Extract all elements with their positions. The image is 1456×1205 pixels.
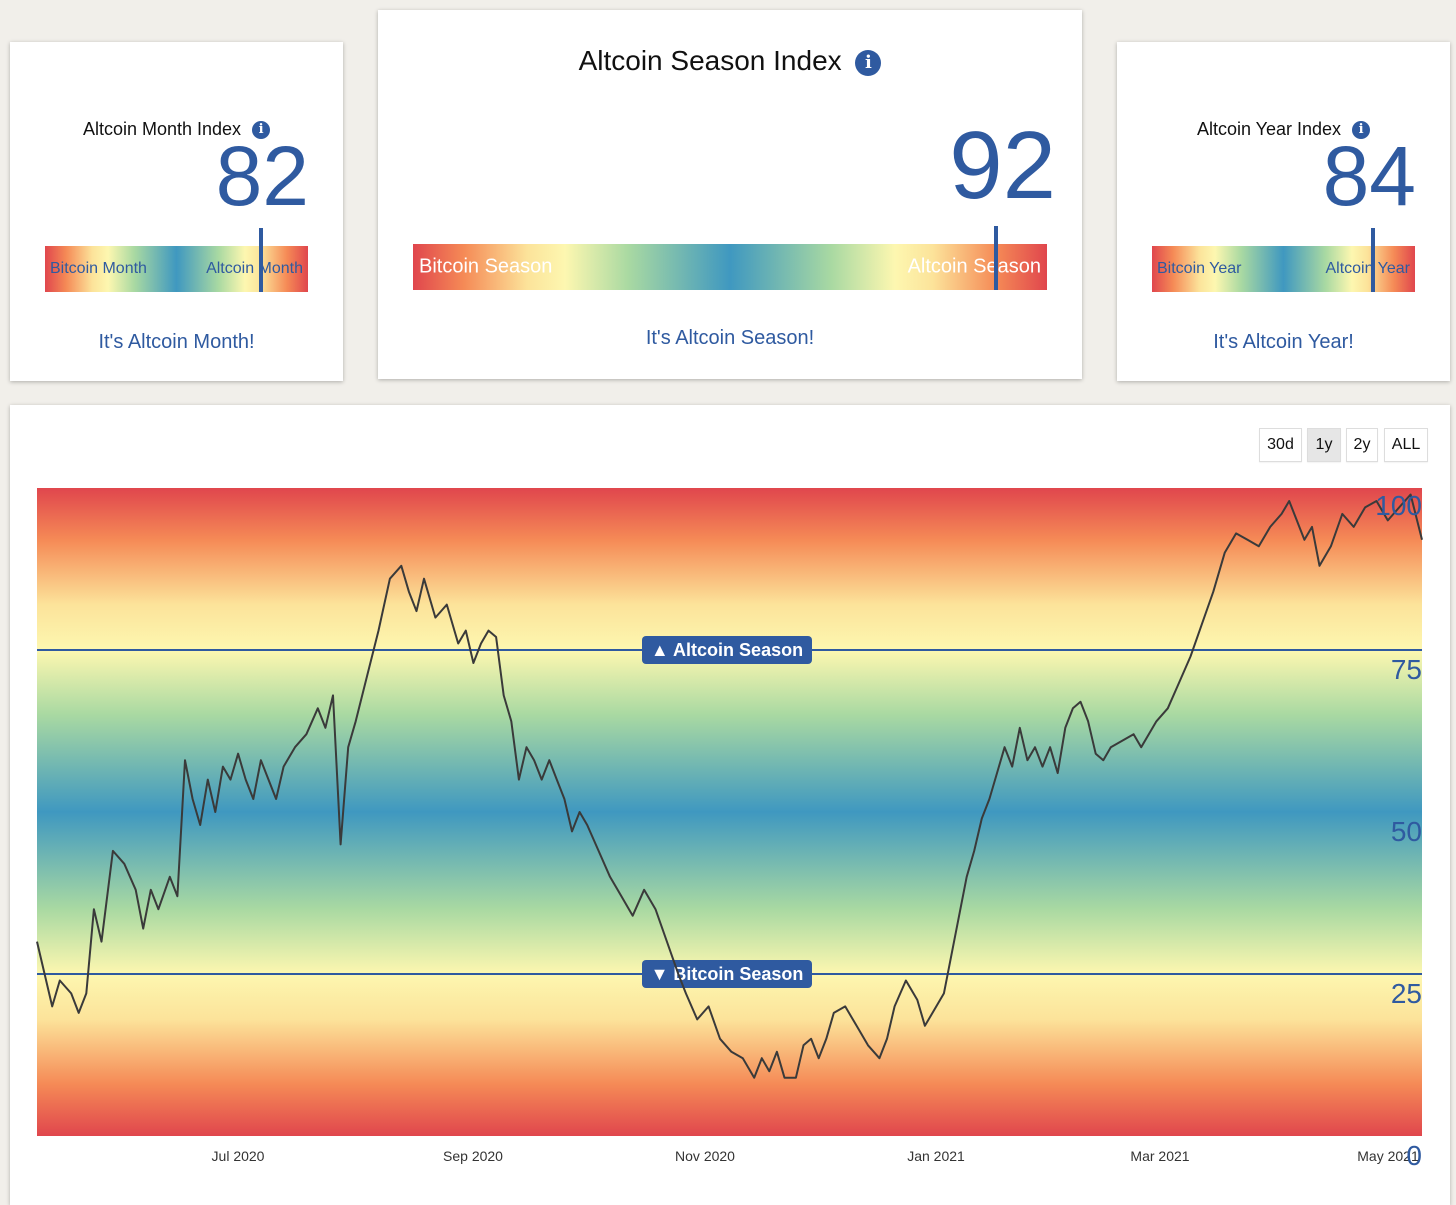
threshold-label-box [642,960,812,988]
x-tick-label: May 2021 [1357,1148,1419,1164]
y-tick-label: 25 [1390,978,1422,1009]
season-bar-right-label: Altcoin Season [907,255,1041,278]
year-marker [1370,228,1375,292]
month-bar-right-label: Altcoin Month [206,260,303,277]
y-tick-label: 0 [1406,1140,1422,1171]
month-gradient-bar: Bitcoin Month Altcoin Month [45,228,308,292]
range-30d-button[interactable]: 30d [1259,428,1302,462]
month-card-title: Altcoin Month Index [82,119,242,139]
altcoin-year-card: Altcoin Year Index i 84 Bitcoin Year Alt… [1117,42,1450,381]
y-tick-label: 50 [1390,816,1422,847]
season-index-value: 92 [949,112,1056,219]
altcoin-month-card: Altcoin Month Index i 82 Bitcoin Month A… [10,42,343,381]
range-1y-button[interactable]: 1y [1307,428,1341,462]
info-icon[interactable]: i [855,50,882,76]
threshold-label-box [642,636,812,664]
info-icon[interactable]: i [252,121,271,139]
x-tick-label: Jul 2020 [211,1148,265,1164]
season-card-title-row: Altcoin Season Index i [378,45,1082,77]
altcoin-season-card: Altcoin Season Index i 92 Bitcoin Season… [378,10,1082,379]
year-bar-right-label: Altcoin Year [1325,260,1410,277]
chart-background-band [37,488,1422,1136]
month-card-title-row: Altcoin Month Index i [10,119,343,140]
year-index-value: 84 [1322,129,1416,223]
threshold-label: ▼ Bitcoin Season [651,964,804,984]
range-2y-button[interactable]: 2y [1346,428,1378,462]
info-icon[interactable]: i [1352,121,1371,139]
season-gradient-bar: Bitcoin Season Altcoin Season [413,226,1047,290]
season-bar-left-label: Bitcoin Season [419,255,553,278]
season-message: It's Altcoin Season! [645,327,815,349]
month-message: It's Altcoin Month! [98,331,255,353]
year-card-title: Altcoin Year Index [1196,119,1342,139]
month-bar-left-label: Bitcoin Month [50,260,147,277]
index-series-line [36,493,1423,1079]
season-marker [994,226,999,290]
y-tick-label: 100 [1375,490,1422,521]
month-index-value: 82 [215,129,309,223]
x-tick-label: Nov 2020 [675,1148,735,1164]
range-all-button[interactable]: ALL [1384,428,1428,462]
threshold-label: ▲ Altcoin Season [651,640,803,660]
year-message: It's Altcoin Year! [1213,331,1354,353]
x-tick-label: Mar 2021 [1130,1148,1190,1164]
year-card-title-row: Altcoin Year Index i [1117,119,1450,140]
x-tick-label: Jan 2021 [907,1148,965,1164]
year-gradient-bar: Bitcoin Year Altcoin Year [1152,228,1415,292]
year-bar-left-label: Bitcoin Year [1157,260,1242,277]
x-tick-label: Sep 2020 [443,1148,503,1164]
y-tick-label: 75 [1390,654,1422,685]
season-card-title: Altcoin Season Index [578,45,842,76]
month-marker [258,228,263,292]
